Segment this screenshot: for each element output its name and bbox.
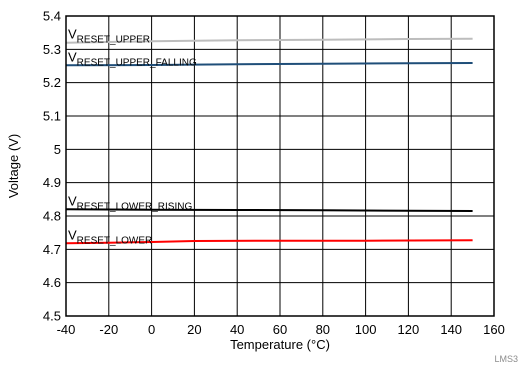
y-tick-label: 5	[54, 142, 61, 157]
series-label-subscript: RESET_UPPER_FALLING	[77, 57, 197, 68]
x-tick-label: 40	[230, 322, 244, 337]
y-tick-label: 5.3	[43, 42, 61, 57]
series-line-4	[65, 239, 473, 245]
series-label-main: V	[68, 193, 77, 208]
series-label-2: VRESET_UPPER_FALLING	[68, 49, 197, 68]
series-lines	[65, 37, 473, 245]
x-tick-label: 100	[355, 322, 377, 337]
y-tick-label: 4.5	[43, 309, 61, 324]
series-line-2	[65, 62, 473, 67]
x-tick-label: 120	[398, 322, 420, 337]
series-label-1: VRESET_UPPER	[68, 27, 150, 46]
y-tick-labels: 4.5 4.6 4.7 4.8 4.9 5 5.1 5.2 5.3 5.4	[43, 9, 61, 324]
x-tick-label: 60	[273, 322, 287, 337]
series-label-3: VRESET_LOWER_RISING	[68, 193, 192, 212]
x-axis-title: Temperature (°C)	[230, 337, 330, 352]
series-label-subscript: RESET_LOWER_RISING	[77, 201, 193, 212]
x-tick-label: -20	[99, 322, 118, 337]
y-axis-title: Voltage (V)	[6, 134, 21, 198]
x-tick-label: 80	[316, 322, 330, 337]
series-label-subscript: RESET_UPPER	[77, 35, 150, 46]
y-tick-label: 4.8	[43, 209, 61, 224]
plot-frame	[65, 15, 495, 317]
x-tick-label: 140	[440, 322, 462, 337]
series-labels: VRESET_UPPERVRESET_UPPER_FALLINGVRESET_L…	[68, 27, 197, 247]
series-label-4: VRESET_LOWER	[68, 227, 152, 246]
y-tick-label: 5.2	[43, 75, 61, 90]
y-tick-label: 5.1	[43, 109, 61, 124]
series-label-main: V	[68, 49, 77, 64]
x-tick-label: -40	[57, 322, 76, 337]
series-line-3	[65, 208, 473, 212]
y-tick-label: 4.6	[43, 275, 61, 290]
series-label-main: V	[68, 227, 77, 242]
y-tick-label: 4.7	[43, 242, 61, 257]
series-label-main: V	[68, 27, 77, 42]
watermark: LMS3	[494, 354, 518, 364]
x-tick-label: 20	[187, 322, 201, 337]
x-tick-label: 0	[148, 322, 155, 337]
x-tick-label: 160	[483, 322, 505, 337]
y-tick-label: 5.4	[43, 9, 61, 24]
y-tick-label: 4.9	[43, 175, 61, 190]
x-tick-labels: -40 -20 0 20 40 60 80 100 120 140 160	[57, 322, 505, 337]
series-line-1	[65, 37, 473, 44]
series-label-subscript: RESET_LOWER	[77, 235, 153, 246]
